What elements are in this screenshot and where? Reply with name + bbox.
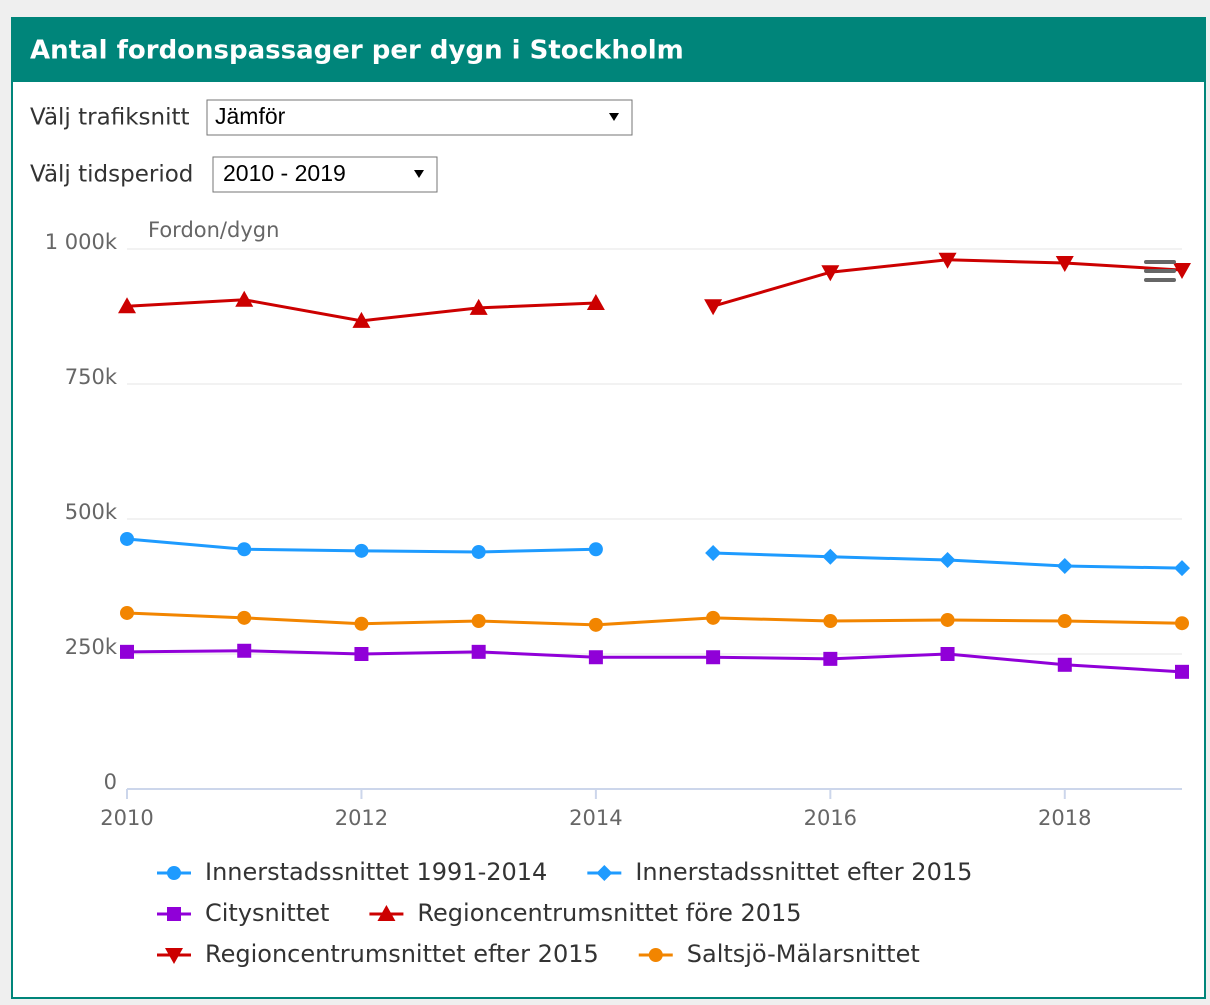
panel-title: Antal fordonspassager per dygn i Stockho… <box>30 36 684 66</box>
legend-symbol <box>165 948 183 964</box>
y-tick-label: 1 000k <box>45 230 118 254</box>
legend-label: Regioncentrumsnittet före 2015 <box>417 899 801 927</box>
legend-item[interactable]: Citysnittet <box>157 899 329 927</box>
point <box>940 612 955 627</box>
panel <box>11 17 1206 999</box>
point <box>471 614 486 629</box>
y-tick-label: 0 <box>104 770 117 794</box>
point <box>237 610 252 625</box>
y-tick-label: 250k <box>65 635 118 659</box>
point <box>120 644 134 659</box>
point <box>588 617 603 632</box>
legend-symbol <box>596 865 613 881</box>
legend-label: Regioncentrumsnittet efter 2015 <box>205 940 599 968</box>
x-tick-label: 2010 <box>100 806 153 830</box>
legend-symbol <box>648 948 663 962</box>
point <box>1175 616 1189 631</box>
legend-label: Innerstadssnittet efter 2015 <box>635 858 972 886</box>
select[interactable] <box>212 156 438 193</box>
point <box>822 548 839 565</box>
point <box>354 543 369 558</box>
point <box>1057 614 1072 629</box>
point <box>939 552 956 569</box>
legend-item[interactable]: Regioncentrumsnittet före 2015 <box>369 899 802 927</box>
legend-item[interactable]: Saltsjö-Mälarsnittet <box>638 940 920 968</box>
point <box>354 647 369 661</box>
point <box>237 542 252 557</box>
select[interactable] <box>206 99 633 136</box>
point <box>706 610 721 625</box>
legend-item[interactable]: Regioncentrumsnittet efter 2015 <box>157 940 599 968</box>
legend-label: Citysnittet <box>205 899 329 927</box>
point <box>471 644 486 659</box>
legend-item[interactable]: Innerstadssnittet 1991-2014 <box>157 858 547 886</box>
point <box>118 297 136 314</box>
x-tick-label: 2014 <box>569 806 622 830</box>
point <box>940 647 955 661</box>
y-tick-label: 500k <box>65 500 118 524</box>
x-tick-label: 2016 <box>804 806 857 830</box>
point <box>469 298 488 315</box>
menu-bar <box>1144 269 1176 273</box>
control-label: Välj trafiksnitt <box>30 105 190 131</box>
point <box>821 265 840 282</box>
point <box>1173 263 1191 280</box>
legend-label: Innerstadssnittet 1991-2014 <box>205 858 547 886</box>
point <box>588 542 603 557</box>
legend-symbol <box>377 905 396 921</box>
point <box>237 643 252 658</box>
menu-bar <box>1144 260 1176 264</box>
series-line <box>126 611 1183 627</box>
point <box>120 605 134 620</box>
point <box>704 299 723 316</box>
x-tick-label: 2012 <box>335 806 388 830</box>
point <box>352 311 371 328</box>
select-value: Jämför <box>215 103 286 129</box>
point <box>1056 557 1073 574</box>
panel-header <box>12 18 1205 82</box>
point <box>1174 560 1190 577</box>
point <box>938 252 957 269</box>
point <box>823 651 838 666</box>
series-line <box>126 649 1183 674</box>
point <box>354 616 369 631</box>
point <box>588 650 603 665</box>
legend-symbol <box>167 866 181 880</box>
y-tick-label: 750k <box>65 365 118 389</box>
point <box>120 531 134 546</box>
legend-symbol <box>167 907 181 921</box>
select-value: 2010 - 2019 <box>223 160 346 186</box>
export-menu[interactable] <box>1144 260 1176 282</box>
point <box>471 544 486 559</box>
point <box>823 614 838 629</box>
select-arrow <box>609 113 619 121</box>
point <box>235 290 254 307</box>
point <box>1055 256 1074 273</box>
legend-item[interactable]: Innerstadssnittet efter 2015 <box>587 858 972 886</box>
point <box>705 545 722 562</box>
y-axis-title: Fordon/dygn <box>148 218 279 242</box>
point <box>706 650 721 665</box>
select-arrow <box>414 170 424 178</box>
legend-label: Saltsjö-Mälarsnittet <box>687 940 920 968</box>
x-tick-label: 2018 <box>1038 806 1091 830</box>
point <box>1057 657 1072 672</box>
point <box>586 294 605 310</box>
point <box>1175 664 1189 679</box>
menu-bar <box>1144 278 1176 282</box>
control-label: Välj tidsperiod <box>30 162 193 188</box>
